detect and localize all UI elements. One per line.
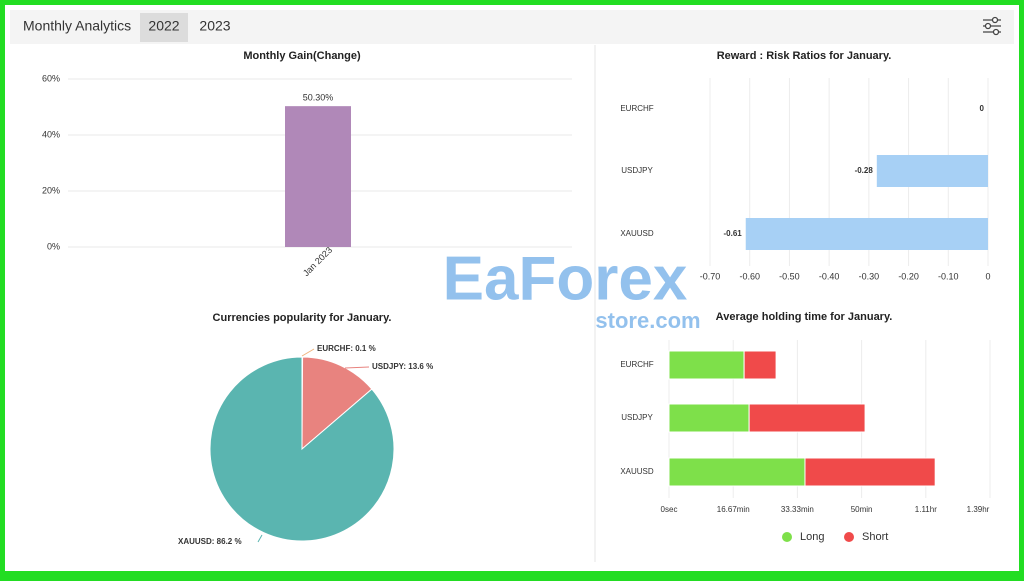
x-tick-label: -0.50 [779,271,800,281]
value-label: -0.28 [855,166,874,175]
bar-segment [668,457,806,487]
data-label: USDJPY: 13.6 % [372,362,433,371]
y-tick-label: 40% [42,129,60,139]
leader-line [301,348,315,357]
y-tick-label: EURCHF [620,360,653,369]
x-tick-label: 50min [851,505,873,514]
filter-icon[interactable] [983,16,1001,36]
x-tick-label: -0.60 [739,271,760,281]
legend-swatch [844,532,854,542]
watermark: store.com [595,308,700,333]
watermark: EaForex [443,244,688,313]
bar [876,155,988,187]
bar-segment [748,403,866,433]
data-label: XAUUSD: 86.2 % [178,537,242,546]
tab[interactable]: 2022 [148,18,179,34]
x-tick-label: -0.30 [859,271,880,281]
y-tick-label: XAUUSD [620,229,654,238]
bar-segment [743,350,777,380]
chart-title: Currencies popularity for January. [213,312,392,324]
leader-line [344,366,370,369]
tab[interactable]: 2023 [199,18,230,34]
legend-label: Long [800,531,824,543]
chart-title: Average holding time for January. [716,311,893,323]
tab-bg [140,13,188,42]
x-tick-label: -0.40 [819,271,840,281]
value-label: -0.61 [724,229,743,238]
bar-segment [668,403,750,433]
bar [285,106,351,247]
legend-label: Short [862,531,888,543]
bar-segment [668,350,745,380]
x-tick-label: 0sec [661,505,678,514]
x-tick-label: -0.20 [898,271,919,281]
value-label: 50.30% [303,93,334,103]
x-tick-label: 0 [985,271,990,281]
x-tick-label: 16.67min [717,505,750,514]
data-label: EURCHF: 0.1 % [317,344,376,353]
chart-title: Reward : Risk Ratios for January. [717,50,892,62]
leader-line [257,534,263,543]
y-tick-label: 0% [47,241,60,251]
x-tick-label: -0.70 [700,271,721,281]
x-tick-label: 1.39hr [967,505,990,514]
pie-slice [301,356,373,451]
header-title: Monthly Analytics [23,18,131,34]
y-tick-label: 20% [42,185,60,195]
value-label: 0 [980,104,985,113]
chart-title: Monthly Gain(Change) [243,50,361,62]
legend-swatch [782,532,792,542]
y-tick-label: 60% [42,73,60,83]
y-tick-label: XAUUSD [620,467,654,476]
y-tick-label: USDJPY [621,413,653,422]
y-tick-label: USDJPY [621,166,653,175]
pie-slice [209,356,395,542]
x-tick-label: -0.10 [938,271,959,281]
bar [745,218,988,250]
bar-segment [804,457,936,487]
x-tick-label: 1.11hr [915,505,937,514]
y-tick-label: EURCHF [620,104,653,113]
x-tick-label: 33.33min [781,505,814,514]
